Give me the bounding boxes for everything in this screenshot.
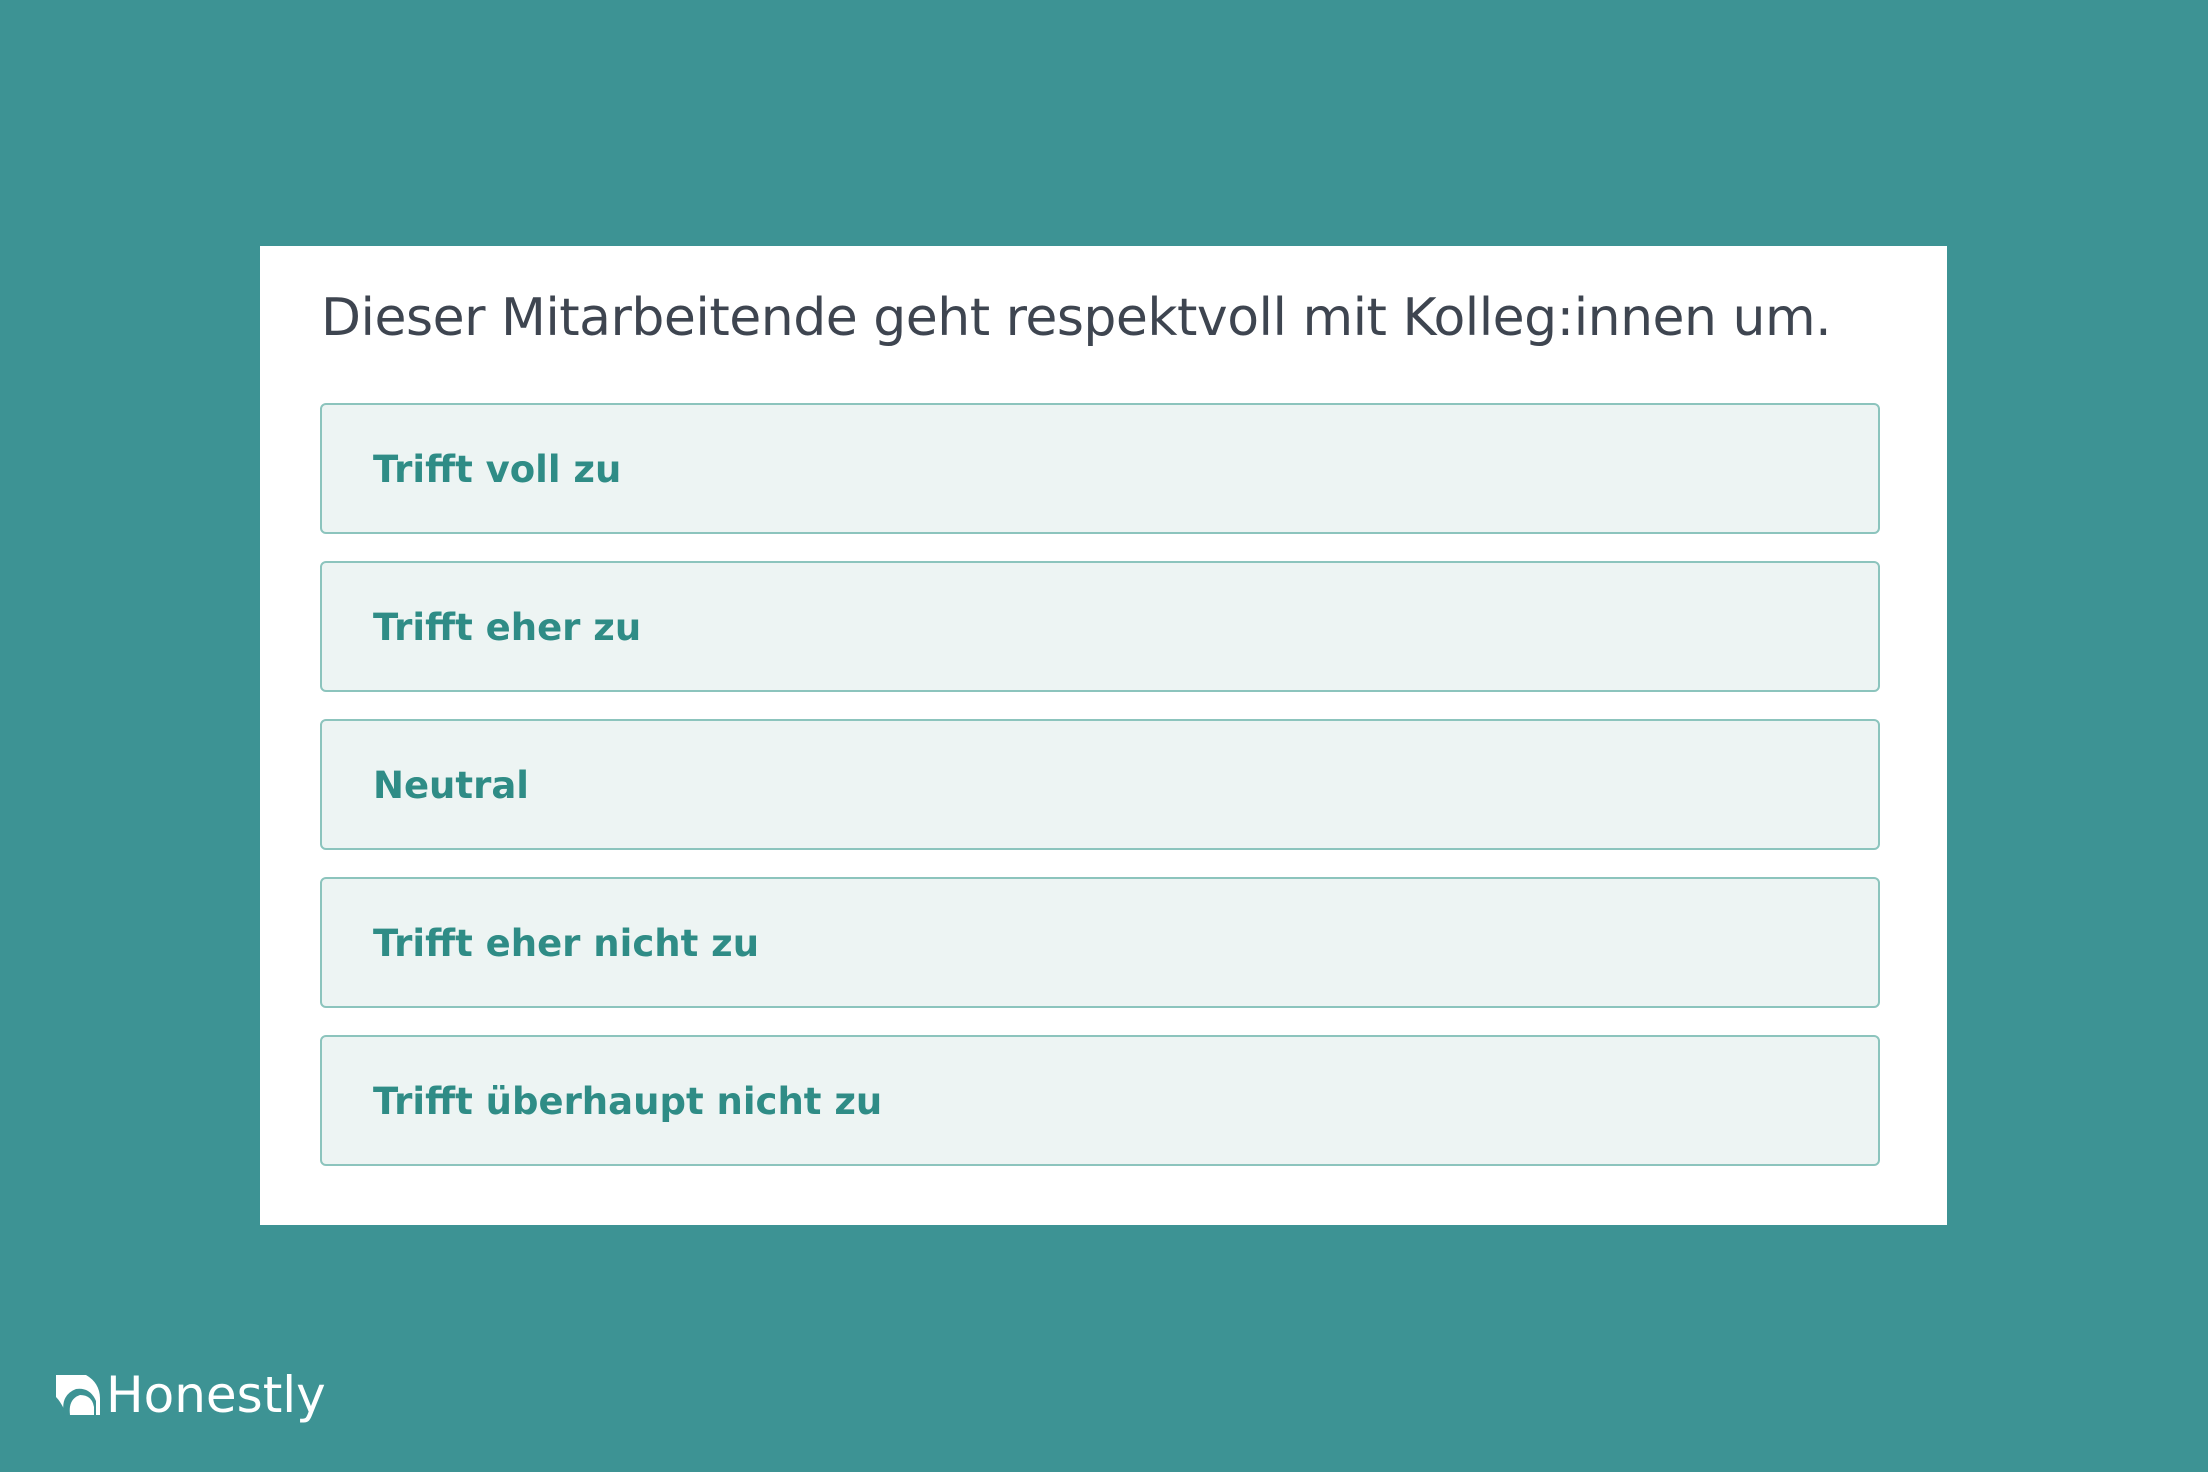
option-trifft-eher-nicht-zu[interactable]: Trifft eher nicht zu: [320, 877, 1880, 1008]
option-trifft-eher-zu[interactable]: Trifft eher zu: [320, 561, 1880, 692]
option-label: Trifft überhaupt nicht zu: [373, 1080, 883, 1123]
honestly-logo-icon: [56, 1375, 100, 1415]
survey-question-card: Dieser Mitarbeitende geht respektvoll mi…: [260, 246, 1947, 1225]
option-label: Trifft eher zu: [373, 606, 642, 649]
option-label: Trifft voll zu: [373, 448, 622, 491]
option-neutral[interactable]: Neutral: [320, 719, 1880, 850]
honestly-logo: Honestly: [56, 1366, 326, 1424]
option-trifft-voll-zu[interactable]: Trifft voll zu: [320, 403, 1880, 534]
option-label: Neutral: [373, 764, 529, 807]
option-trifft-ueberhaupt-nicht-zu[interactable]: Trifft überhaupt nicht zu: [320, 1035, 1880, 1166]
brand-name: Honestly: [106, 1366, 326, 1424]
question-title: Dieser Mitarbeitende geht respektvoll mi…: [321, 288, 1832, 348]
option-label: Trifft eher nicht zu: [373, 922, 760, 965]
